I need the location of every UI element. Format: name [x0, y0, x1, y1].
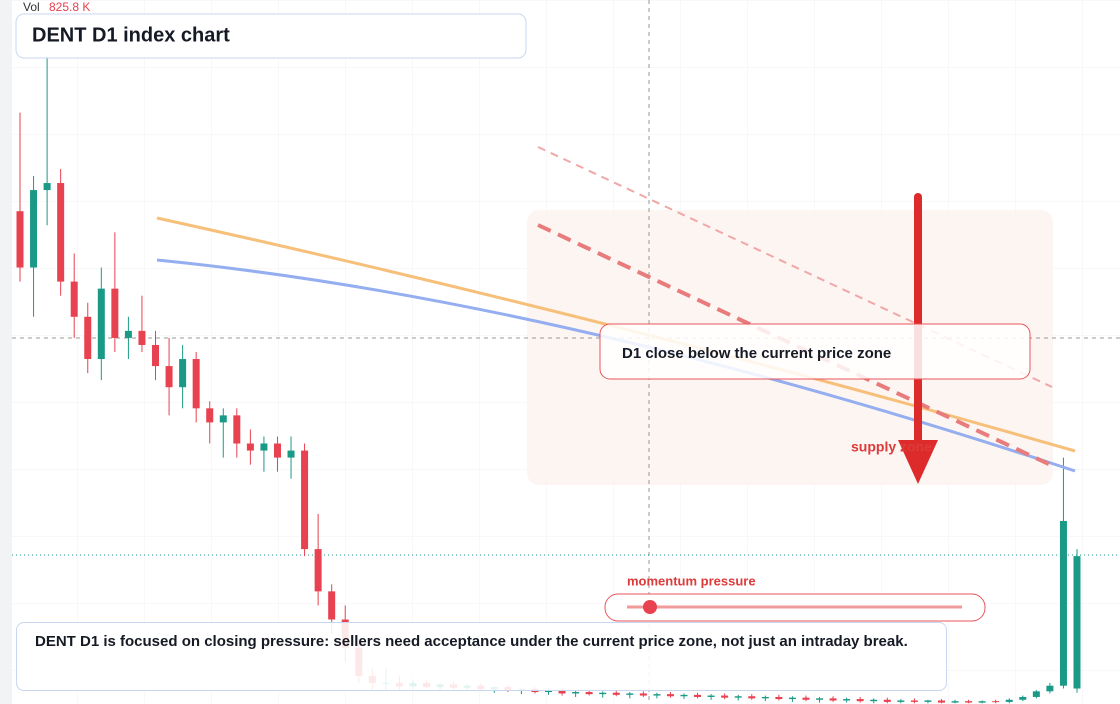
candle-body: [897, 700, 905, 702]
candle-body: [775, 696, 783, 700]
candle-body: [734, 696, 742, 698]
candle-body: [328, 591, 336, 620]
candle-body: [1005, 699, 1013, 702]
arrow-head: [898, 440, 938, 484]
description: DENT D1 is focused on closing pressure: …: [16, 622, 947, 691]
candle-body: [246, 443, 254, 451]
candle-body: [84, 316, 92, 360]
candle-body: [192, 359, 200, 409]
volume-value: 825.8 K: [49, 0, 90, 14]
candle-body: [1059, 520, 1067, 686]
trend-dashed: [537, 223, 1056, 469]
slider-knob[interactable]: [643, 600, 657, 614]
candle-body: [558, 689, 566, 694]
candle-body: [965, 701, 973, 703]
candle-body: [138, 330, 146, 345]
candle-body: [219, 415, 227, 423]
candle-body: [233, 415, 241, 444]
candle-body: [124, 330, 132, 338]
candle-body: [816, 698, 824, 700]
trend-dashed-light: [537, 146, 1053, 388]
candle-body: [111, 288, 119, 338]
candle-body: [301, 450, 309, 550]
candle-body: [1073, 556, 1081, 689]
candle-body: [273, 443, 281, 458]
candle-body: [680, 694, 688, 697]
candle-body: [721, 695, 729, 698]
candle-body: [287, 450, 295, 458]
candle-body: [639, 693, 647, 696]
candle-body: [978, 701, 986, 703]
candle-body: [260, 443, 268, 451]
candle-body: [1019, 696, 1027, 700]
candle-body: [57, 183, 65, 282]
candle-body: [802, 697, 810, 700]
volume-label: Vol: [23, 0, 40, 14]
candle-body: [585, 692, 593, 695]
candle-body: [1046, 685, 1054, 692]
candle-body: [707, 695, 715, 697]
candle-body: [30, 190, 38, 268]
candle-body: [70, 281, 78, 317]
candle-body: [179, 359, 187, 388]
candle-body: [152, 344, 160, 367]
candle-body: [992, 701, 1000, 703]
candle-body: [883, 699, 891, 702]
chart-title: DENT D1 index chart: [32, 24, 230, 46]
candle-body: [694, 694, 702, 697]
candle-body: [16, 211, 24, 268]
left-strip: [0, 0, 12, 704]
candle-body: [788, 697, 796, 700]
candle-body: [829, 698, 837, 701]
callout-text: D1 close below the current price zone: [622, 345, 891, 362]
candle-body: [572, 692, 580, 694]
title-box: [15, 13, 527, 59]
candle-body: [843, 699, 851, 701]
candle-body: [910, 700, 918, 702]
zone-label: supply zone: [851, 439, 932, 455]
candle-body: [856, 699, 864, 702]
candle-body: [206, 408, 214, 423]
candle-body: [870, 699, 878, 702]
candle-body: [97, 288, 105, 360]
ma-blue: [156, 258, 1076, 473]
candle-body: [314, 549, 322, 592]
candle-body: [1032, 691, 1040, 697]
candle-body: [612, 692, 620, 695]
candle-body: [761, 696, 769, 699]
candle-body: [951, 701, 959, 703]
candle-body: [653, 694, 661, 696]
candle-body: [43, 183, 51, 191]
callout-box: [599, 323, 1031, 380]
candle-body: [666, 694, 674, 697]
candle-body: [748, 696, 756, 699]
candle-body: [924, 700, 932, 702]
candle-body: [626, 693, 634, 695]
candle-body: [937, 700, 945, 703]
candle-body: [599, 692, 607, 695]
slider-label: momentum pressure: [627, 573, 756, 588]
candle-body: [165, 366, 173, 388]
